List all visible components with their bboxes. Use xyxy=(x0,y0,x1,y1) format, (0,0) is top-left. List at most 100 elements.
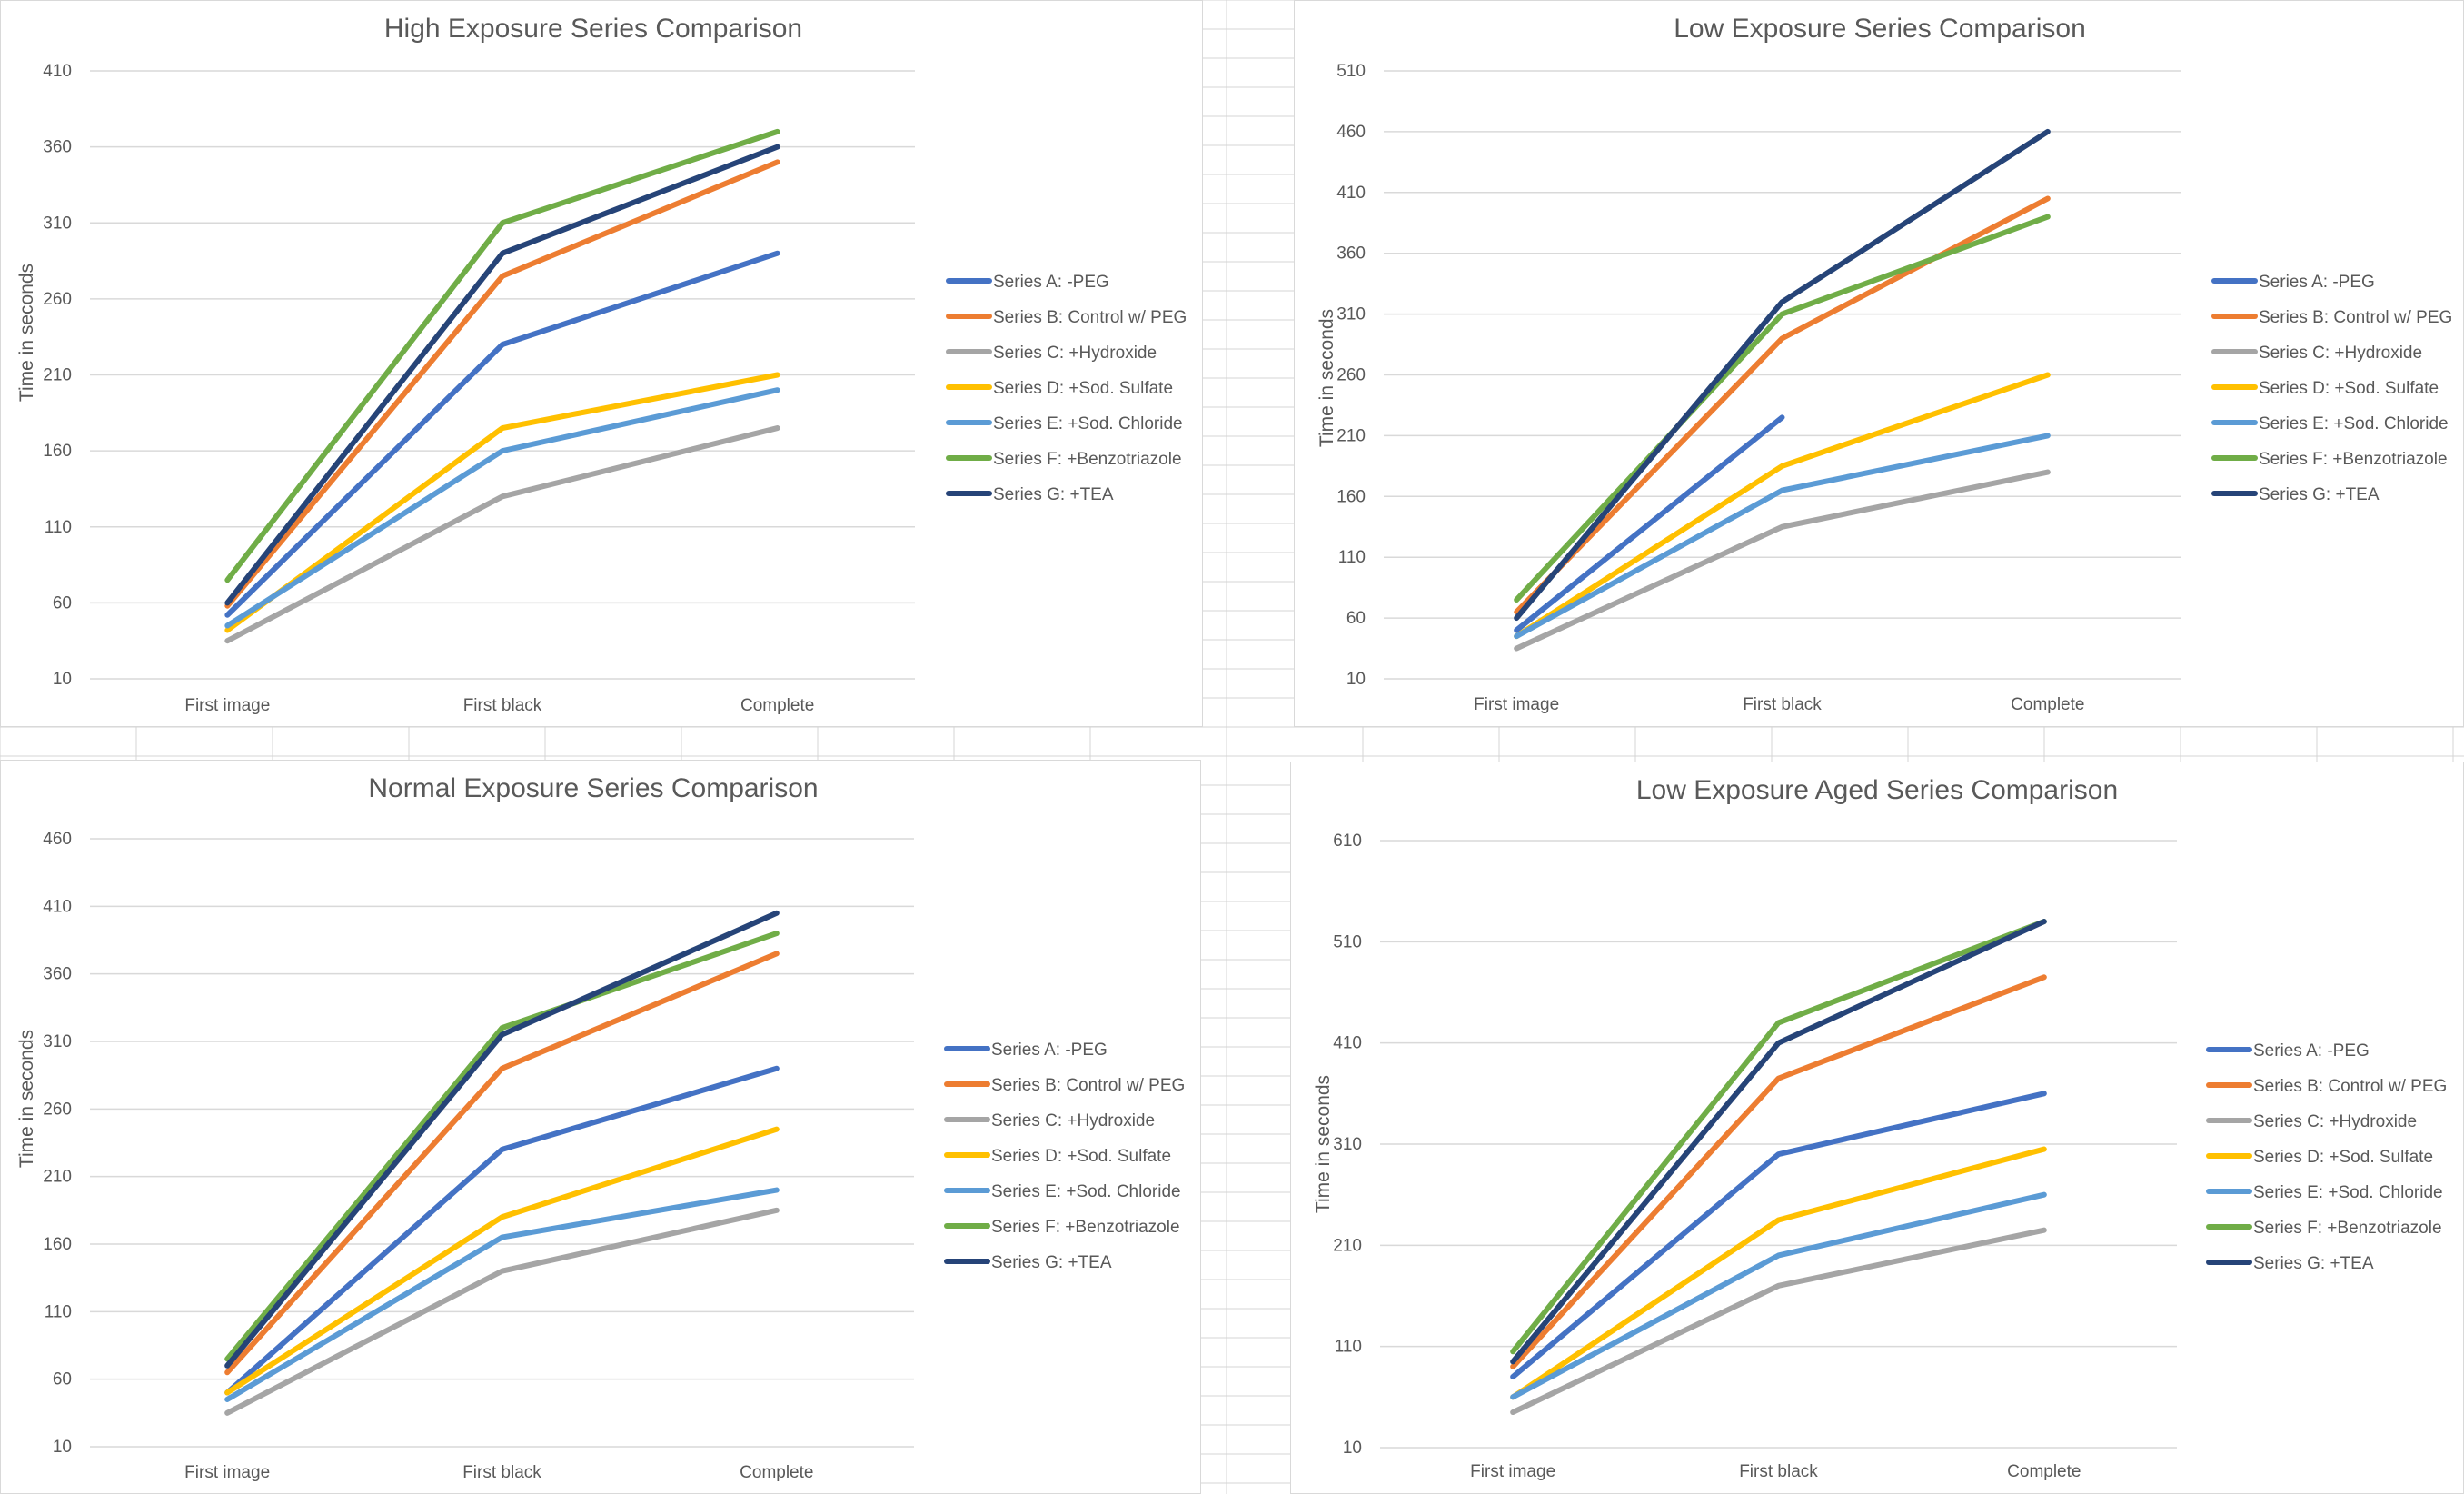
y-tick-label: 60 xyxy=(1346,609,1366,628)
series-line[interactable] xyxy=(224,159,780,609)
x-tick-label: First image xyxy=(184,696,270,715)
y-tick-label: 210 xyxy=(1333,1236,1362,1255)
series-line[interactable] xyxy=(224,144,780,606)
chart-low-exposure-svg: Low Exposure Series Comparison Time in s… xyxy=(1316,14,2452,714)
legend-label[interactable]: Series B: Control w/ PEG xyxy=(991,1076,1185,1095)
series-line[interactable] xyxy=(1510,1091,2047,1380)
legend-label[interactable]: Series G: +TEA xyxy=(2259,485,2380,504)
x-tick-label: First image xyxy=(184,1463,270,1482)
y-tick-label: 310 xyxy=(1336,305,1366,324)
legend-label[interactable]: Series E: +Sod. Chloride xyxy=(993,414,1183,433)
legend-label[interactable]: Series E: +Sod. Chloride xyxy=(991,1182,1181,1201)
legend-label[interactable]: Series C: +Hydroxide xyxy=(991,1111,1155,1130)
series-line[interactable] xyxy=(1510,1146,2047,1400)
chart-title: Normal Exposure Series Comparison xyxy=(368,773,818,803)
chart-low-exposure[interactable]: Low Exposure Series Comparison Time in s… xyxy=(1294,0,2464,727)
y-tick-label: 110 xyxy=(1338,548,1366,567)
legend-label[interactable]: Series D: +Sod. Sulfate xyxy=(2259,379,2439,398)
series-line[interactable] xyxy=(224,931,780,1362)
x-tick-label: First image xyxy=(1474,695,1559,714)
legend-label[interactable]: Series F: +Benzotriazole xyxy=(991,1218,1180,1237)
series-line[interactable] xyxy=(224,1207,780,1416)
legend-label[interactable]: Series D: +Sod. Sulfate xyxy=(993,379,1173,398)
y-tick-label: 360 xyxy=(1336,244,1366,264)
y-tick-label: 60 xyxy=(53,1370,72,1389)
y-tick-label: 210 xyxy=(43,366,72,385)
series-line[interactable] xyxy=(224,910,780,1369)
legend-label[interactable]: Series A: -PEG xyxy=(2259,273,2375,292)
legend-label[interactable]: Series C: +Hydroxide xyxy=(2253,1112,2417,1131)
series-line[interactable] xyxy=(224,250,780,618)
legend-label[interactable]: Series A: -PEG xyxy=(993,273,1109,292)
y-tick-label: 410 xyxy=(1336,184,1366,203)
y-tick-label: 110 xyxy=(1335,1338,1362,1357)
series-line[interactable] xyxy=(1514,469,2051,652)
legend-label[interactable]: Series B: Control w/ PEG xyxy=(993,308,1187,327)
y-tick-label: 60 xyxy=(53,593,72,613)
legend-label[interactable]: Series E: +Sod. Chloride xyxy=(2253,1183,2443,1202)
legend-label[interactable]: Series E: +Sod. Chloride xyxy=(2259,414,2449,433)
legend-label[interactable]: Series G: +TEA xyxy=(991,1253,1112,1272)
y-tick-label: 260 xyxy=(1336,366,1366,385)
y-tick-label: 10 xyxy=(1343,1439,1362,1458)
chart-title: Low Exposure Aged Series Comparison xyxy=(1636,775,2118,805)
y-tick-label: 260 xyxy=(43,290,72,309)
legend-label[interactable]: Series B: Control w/ PEG xyxy=(2259,308,2452,327)
series-line[interactable] xyxy=(224,1065,780,1396)
y-axis-title: Time in seconds xyxy=(1316,309,1337,447)
y-tick-label: 360 xyxy=(43,138,72,157)
legend-label[interactable]: Series A: -PEG xyxy=(991,1041,1108,1060)
x-tick-label: First black xyxy=(1743,695,1822,714)
y-tick-label: 110 xyxy=(45,518,72,537)
legend-label[interactable]: Series G: +TEA xyxy=(2253,1254,2374,1273)
series-line[interactable] xyxy=(224,951,780,1376)
series-line[interactable] xyxy=(1510,919,2047,1355)
series-line[interactable] xyxy=(1510,919,2047,1365)
y-axis-title: Time in seconds xyxy=(16,1030,37,1168)
chart-high-exposure[interactable]: High Exposure Series Comparison Time in … xyxy=(0,0,1203,727)
chart-normal-exposure[interactable]: Normal Exposure Series Comparison Time i… xyxy=(0,760,1201,1494)
y-tick-label: 610 xyxy=(1333,832,1362,851)
chart-low-exposure-aged[interactable]: Low Exposure Aged Series Comparison Time… xyxy=(1290,762,2464,1494)
legend-label[interactable]: Series B: Control w/ PEG xyxy=(2253,1077,2447,1096)
series-line[interactable] xyxy=(224,372,780,633)
y-tick-label: 10 xyxy=(1346,670,1366,689)
chart-normal-exposure-svg: Normal Exposure Series Comparison Time i… xyxy=(16,773,1185,1482)
series-line[interactable] xyxy=(224,1126,780,1396)
series-line[interactable] xyxy=(224,128,780,583)
series-line[interactable] xyxy=(1510,1227,2047,1416)
legend-label[interactable]: Series D: +Sod. Sulfate xyxy=(991,1147,1171,1166)
series-line[interactable] xyxy=(1510,974,2047,1370)
series-line[interactable] xyxy=(224,1187,780,1402)
series-line[interactable] xyxy=(1514,214,2051,603)
series-line[interactable] xyxy=(1514,195,2051,615)
series-line[interactable] xyxy=(1514,433,2051,640)
legend-label[interactable]: Series F: +Benzotriazole xyxy=(2259,450,2448,469)
legend-label[interactable]: Series C: +Hydroxide xyxy=(993,344,1157,363)
chart-high-exposure-svg: High Exposure Series Comparison Time in … xyxy=(16,14,1187,715)
legend-label[interactable]: Series F: +Benzotriazole xyxy=(993,450,1182,469)
x-tick-label: First black xyxy=(463,696,542,715)
series-line[interactable] xyxy=(224,387,780,629)
series-line[interactable] xyxy=(224,425,780,644)
series-line[interactable] xyxy=(1514,372,2051,640)
y-tick-label: 410 xyxy=(43,62,72,81)
legend-label[interactable]: Series D: +Sod. Sulfate xyxy=(2253,1148,2433,1167)
series-line[interactable] xyxy=(1510,1191,2047,1400)
x-tick-label: Complete xyxy=(740,1463,813,1482)
y-tick-label: 10 xyxy=(53,1438,72,1457)
chart-title: High Exposure Series Comparison xyxy=(384,14,802,44)
legend-label[interactable]: Series G: +TEA xyxy=(993,485,1114,504)
x-tick-label: Complete xyxy=(2011,695,2084,714)
x-tick-label: Complete xyxy=(2007,1462,2081,1481)
series-line[interactable] xyxy=(1514,128,2051,622)
y-axis-title: Time in seconds xyxy=(16,264,37,402)
y-tick-label: 110 xyxy=(45,1302,72,1321)
legend-label[interactable]: Series F: +Benzotriazole xyxy=(2253,1219,2442,1238)
legend-label[interactable]: Series C: +Hydroxide xyxy=(2259,344,2422,363)
x-tick-label: Complete xyxy=(740,696,814,715)
y-axis-title: Time in seconds xyxy=(1313,1075,1334,1213)
y-tick-label: 310 xyxy=(1333,1135,1362,1154)
legend-label[interactable]: Series A: -PEG xyxy=(2253,1041,2370,1061)
series-line[interactable] xyxy=(1514,414,1785,633)
